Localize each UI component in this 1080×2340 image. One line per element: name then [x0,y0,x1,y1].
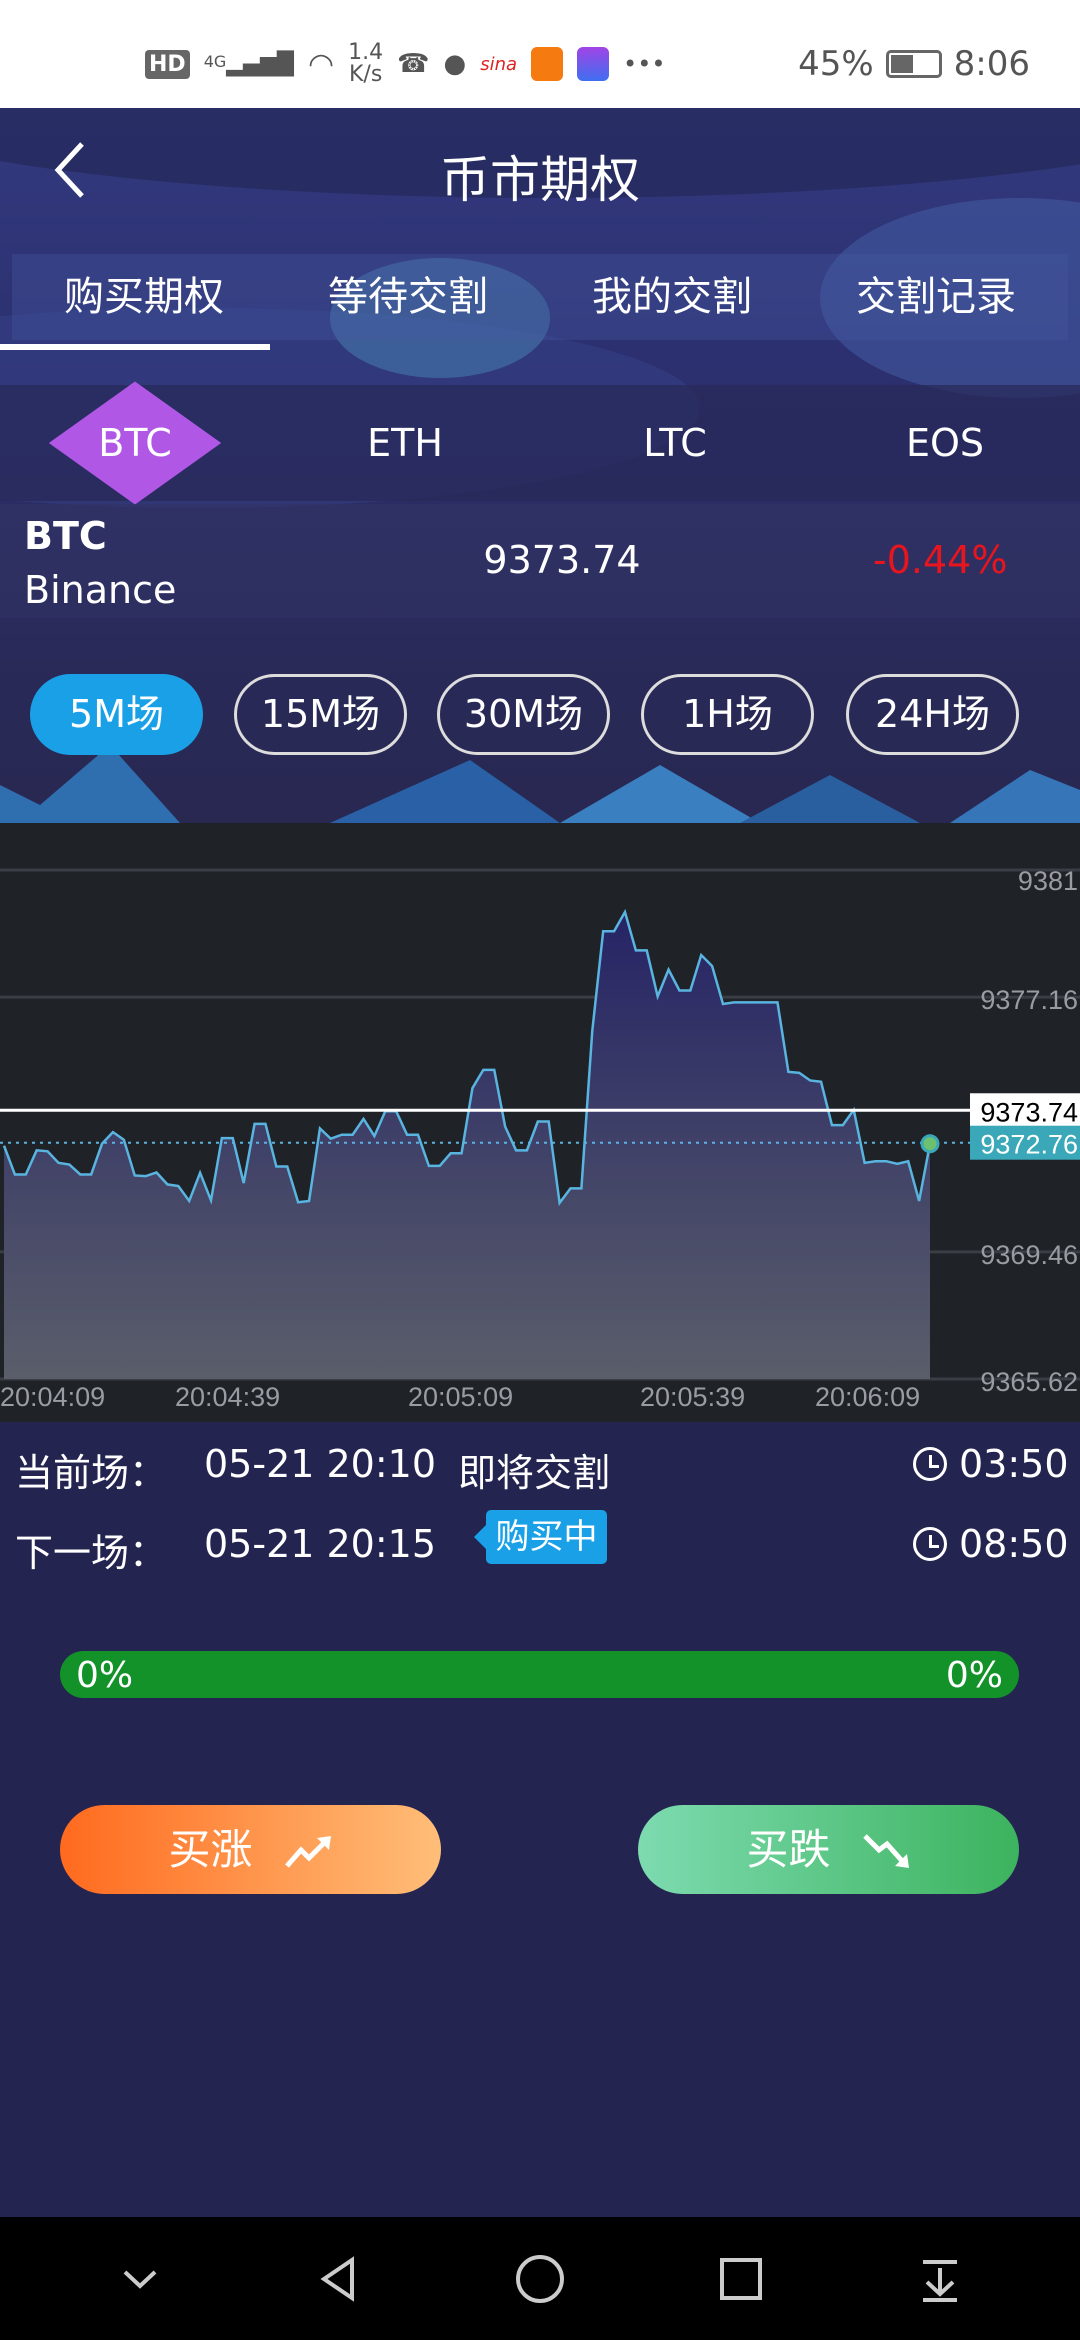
period-30m-button[interactable]: 30M场 [437,674,610,755]
ticker-info: BTC Binance 9373.74 -0.44% [0,504,1080,618]
x-tick-label: 20:05:09 [408,1382,513,1412]
mountain-decoration [0,745,1080,823]
app-icon-orange [531,47,564,81]
buy-up-button[interactable]: 买涨 [60,1805,441,1894]
tab-my-delivery[interactable]: 我的交割 [592,274,752,320]
wechat-icon: ● [443,49,467,79]
current-session-status: 即将交割 [458,1451,611,1495]
page-title: 币市期权 [440,151,640,209]
x-tick-label: 20:05:39 [640,1382,745,1412]
y-tick-label: 9377.16 [980,985,1078,1015]
current-price-tag [970,1125,1080,1160]
price-chart[interactable]: 9381 9377.16 9369.46 9365.62 9373.74 9372.76 2… [0,823,1080,1422]
current-session-time: 05-21 20:10 [204,1442,437,1486]
coin-tab-btc[interactable]: BTC [0,381,270,505]
next-session-label: 下一场： [15,1531,168,1575]
clock-icon [913,1527,947,1561]
signal-icon: 4G▂▄▆█ [203,51,294,77]
more-icon: ••• [623,50,666,78]
session-info: 当前场： 05-21 20:10 即将交割 03:50 下一场： 05-21 2… [0,1422,1080,1722]
x-tick-label: 20:04:39 [175,1382,280,1412]
price-line [2,908,932,1207]
next-countdown: 08:50 [913,1522,1069,1566]
up-percent: 0% [76,1655,134,1696]
period-15m-button[interactable]: 15M场 [234,674,407,755]
coin-tab-ltc[interactable]: LTC [643,421,707,465]
trend-up-icon [284,1836,331,1868]
down-percent: 0% [945,1655,1003,1696]
period-24h-button[interactable]: 24H场 [846,674,1019,755]
period-5m-button[interactable]: 5M场 [30,674,203,755]
ticker-symbol: BTC [24,514,107,558]
y-tick-label: 9381 [1018,866,1078,896]
trend-down-icon [862,1834,909,1868]
buy-down-button[interactable]: 买跌 [638,1805,1019,1894]
net-speed: 1.4 K/s [348,40,384,87]
coin-selector: BTC ETH LTC EOS [0,381,1080,505]
open-price-tag [970,1093,1080,1128]
current-price-label: 9372.76 [980,1130,1078,1160]
back-button[interactable] [50,140,90,200]
coin-tab-eos[interactable]: EOS [905,421,985,465]
y-tick-label: 9369.46 [980,1240,1078,1270]
current-session-label: 当前场： [15,1451,168,1495]
up-down-ratio-bar: 0% 0% [60,1651,1019,1698]
missed-call-icon: ☎ [397,49,430,79]
y-tick-label: 9365.62 [980,1367,1078,1397]
active-tab-indicator [0,344,270,350]
price-area [4,912,930,1379]
open-price-label: 9373.74 [980,1097,1078,1127]
coin-tab-eth[interactable]: ETH [367,421,443,465]
x-tick-label: 20:06:09 [815,1382,920,1412]
wifi-icon: ◠ [307,46,335,82]
battery-icon [885,50,942,78]
app-icon-video [577,47,610,81]
tab-delivery-records[interactable]: 交割记录 [856,274,1016,320]
notification-pull-icon[interactable] [915,2254,965,2304]
period-selector: 5M场 15M场 30M场 1H场 24H场 [0,674,1080,756]
battery-percent: 45% [798,44,874,84]
buying-status-badge: 购买中 [474,1510,607,1564]
current-price-dot [920,1134,940,1154]
hd-icon: HD [145,49,190,79]
sina-icon: sina [480,53,518,75]
clock-time: 8:06 [953,44,1030,84]
status-bar: HD 4G▂▄▆█ ◠ 1.4 K/s ☎ ● sina ••• 45% 8:06 [0,0,1080,108]
back-nav-icon[interactable] [314,2254,364,2304]
clock-icon [913,1447,947,1481]
current-countdown: 03:50 [913,1442,1069,1486]
next-session-row: 下一场： 05-21 20:15 08:50 [15,1522,1069,1577]
home-nav-icon[interactable] [513,2252,567,2306]
next-session-time: 05-21 20:15 [204,1522,437,1566]
current-session-row: 当前场： 05-21 20:10 即将交割 03:50 [15,1442,1069,1497]
recents-nav-icon[interactable] [716,2254,766,2304]
chevron-down-icon[interactable] [115,2254,165,2304]
ticker-price: 9373.74 [483,538,641,582]
ticker-exchange: Binance [24,568,177,612]
x-tick-label: 20:04:09 [0,1382,105,1412]
tab-buy-options[interactable]: 购买期权 [64,274,224,320]
tab-awaiting-delivery[interactable]: 等待交割 [328,274,488,320]
ticker-change: -0.44% [873,538,1008,582]
main-tabs: 购买期权 等待交割 我的交割 交割记录 [12,254,1068,340]
system-nav-bar [0,2217,1080,2340]
period-1h-button[interactable]: 1H场 [641,674,814,755]
